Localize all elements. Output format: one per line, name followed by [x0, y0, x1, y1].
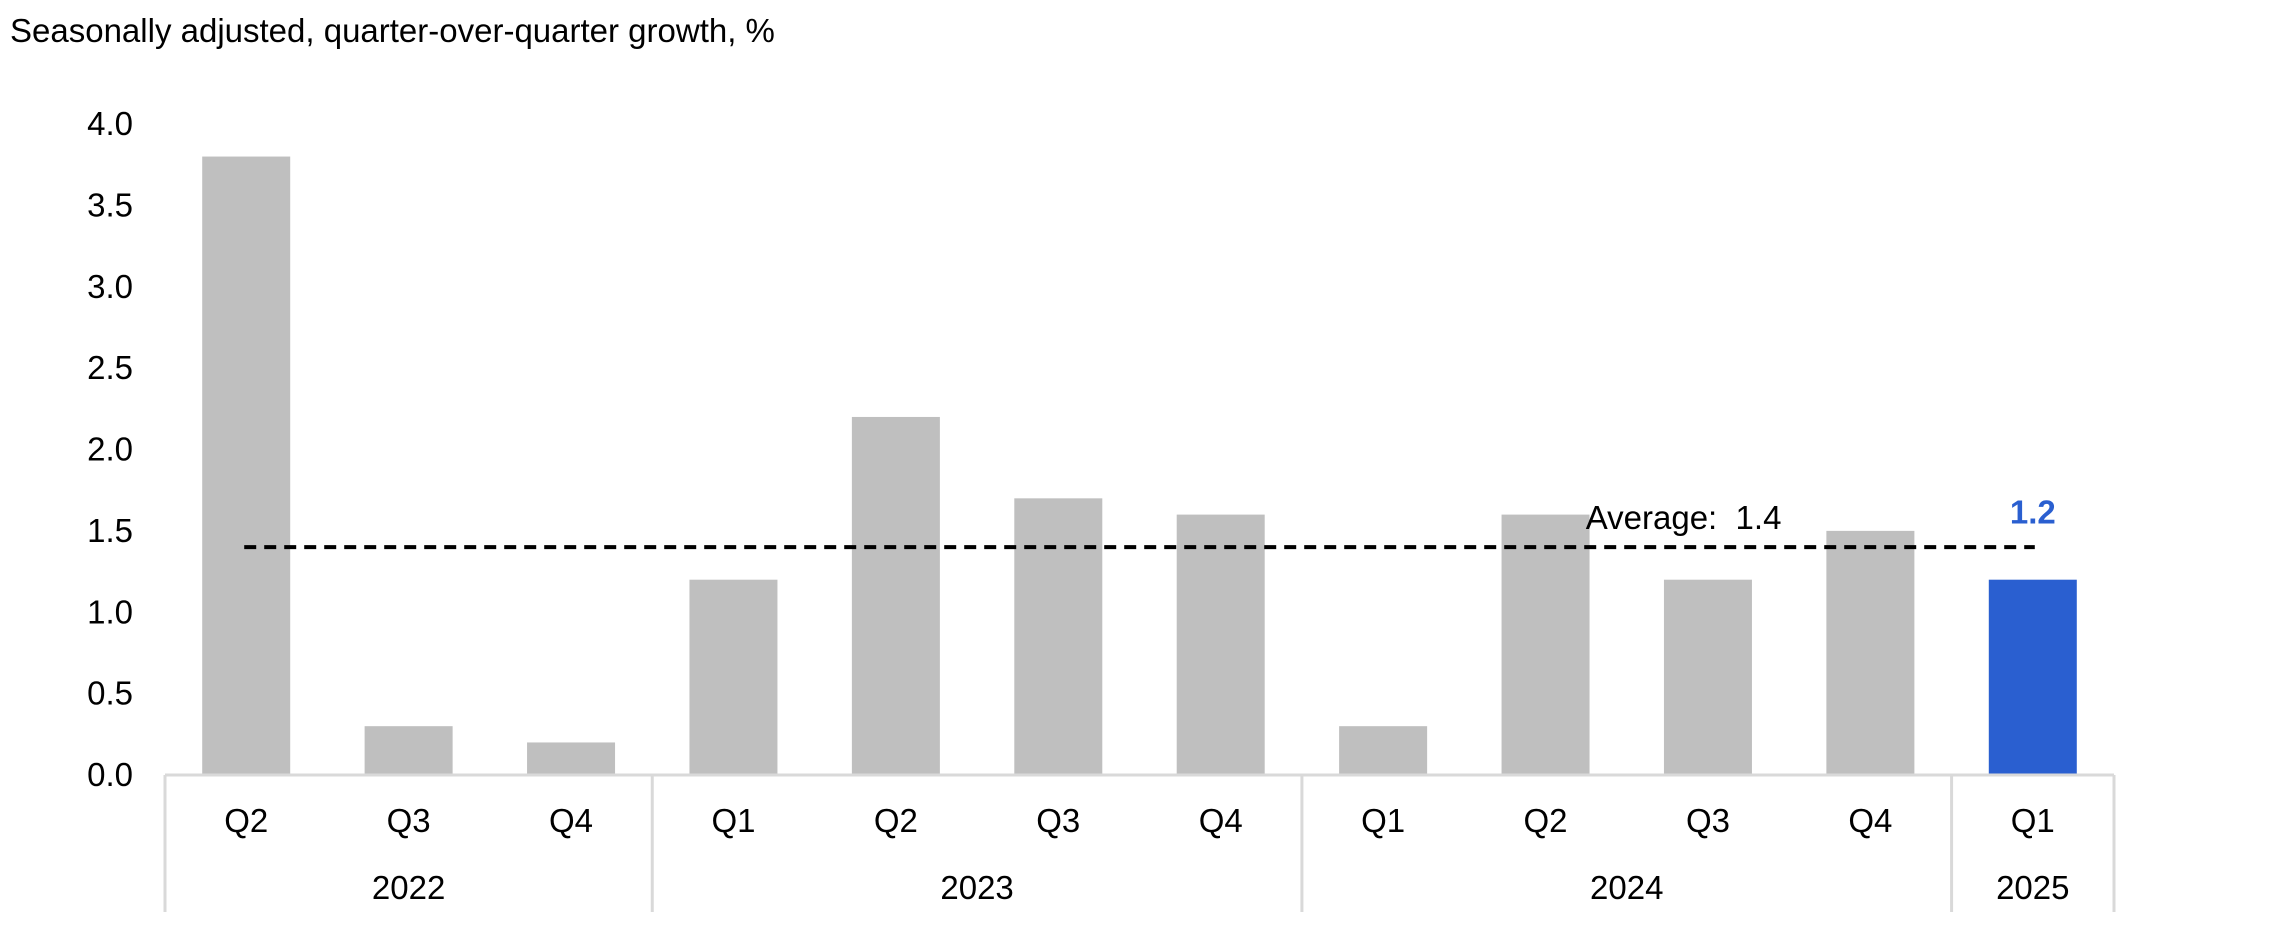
- x-group-label: 2025: [1996, 869, 2069, 906]
- y-tick-label: 0.5: [87, 675, 133, 712]
- bar: [364, 726, 453, 775]
- y-tick-label: 3.5: [87, 186, 133, 223]
- y-axis: 0.0 0.5 1.0 1.5 2.0 2.5 3.0 3.5 4.0: [87, 105, 133, 793]
- highlight-value-label: 1.2: [2010, 494, 2056, 531]
- bar: [1014, 498, 1103, 775]
- y-tick-label: 3.0: [87, 268, 133, 305]
- x-tick-label: Q3: [1686, 802, 1730, 839]
- x-tick-label: Q3: [1036, 802, 1080, 839]
- y-tick-label: 0.0: [87, 756, 133, 793]
- x-group-label: 2024: [1590, 869, 1663, 906]
- y-tick-label: 2.0: [87, 431, 133, 468]
- average-line-group: Average: 1.4: [244, 499, 2035, 550]
- bar: [851, 416, 940, 775]
- x-tick-label: Q1: [2011, 802, 2055, 839]
- bar: [1176, 514, 1265, 775]
- bars: 1.2: [202, 156, 2077, 776]
- bar: [1501, 514, 1590, 775]
- y-tick-label: 1.5: [87, 512, 133, 549]
- x-tick-label: Q2: [874, 802, 918, 839]
- bar-highlight: [1988, 579, 2077, 775]
- bar: [689, 579, 778, 775]
- x-tick-label: Q4: [1848, 802, 1892, 839]
- y-tick-label: 4.0: [87, 105, 133, 142]
- x-tick-label: Q4: [549, 802, 593, 839]
- bar: [527, 742, 616, 775]
- x-tick-label: Q2: [224, 802, 268, 839]
- x-tick-label: Q2: [1524, 802, 1568, 839]
- x-group-label: 2022: [372, 869, 445, 906]
- x-tick-label: Q1: [711, 802, 755, 839]
- y-tick-label: 1.0: [87, 593, 133, 630]
- x-axis: Q2 Q3 Q4 Q1 Q2 Q3 Q4 Q1 Q2 Q3 Q4 Q1 2022 2023 2024 2025: [163, 773, 2116, 912]
- bar: [1826, 530, 1915, 775]
- bar: [1663, 579, 1752, 775]
- average-label: Average: 1.4: [1586, 499, 1782, 536]
- bar: [1339, 726, 1428, 775]
- x-tick-label: Q4: [1199, 802, 1243, 839]
- y-tick-label: 2.5: [87, 349, 133, 386]
- bar: [202, 156, 291, 776]
- chart-subtitle: Seasonally adjusted, quarter-over-quarte…: [10, 12, 775, 49]
- x-tick-label: Q3: [387, 802, 431, 839]
- x-tick-label: Q1: [1361, 802, 1405, 839]
- x-group-label: 2023: [940, 869, 1013, 906]
